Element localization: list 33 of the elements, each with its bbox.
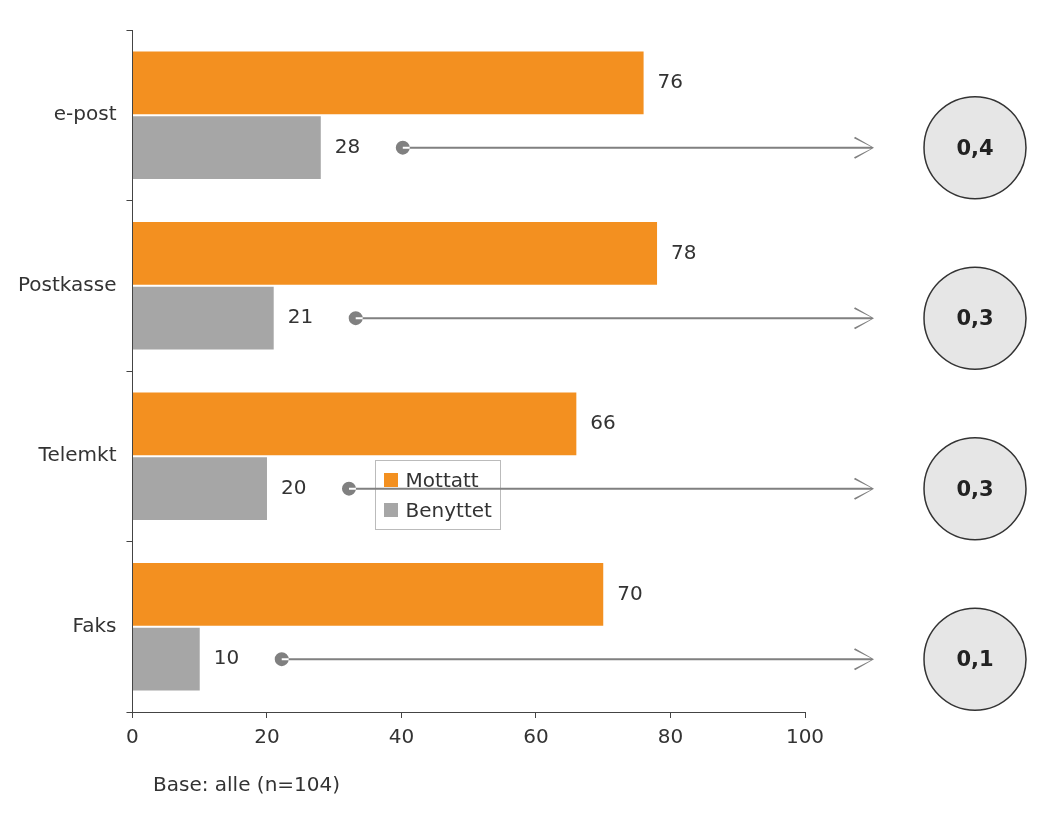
text: 0,3 (956, 476, 994, 501)
bar (132, 286, 274, 350)
text: 0,4 (956, 135, 994, 160)
x-tick-label: 60 (523, 724, 549, 749)
y-tick-label: Postkasse (17, 271, 117, 296)
x-tick-label: 40 (388, 724, 415, 749)
bar (132, 221, 658, 285)
data-label: 66 (590, 410, 616, 435)
bar (132, 51, 644, 115)
text: 0,1 (956, 647, 994, 672)
bar (132, 627, 200, 691)
data-label: 20 (280, 474, 307, 499)
data-label: 78 (671, 239, 697, 264)
y-tick-label: e-post (53, 101, 117, 126)
data-label: 76 (657, 69, 684, 94)
y-tick-label: Faks (72, 612, 117, 637)
bar (132, 562, 604, 626)
text: 0,3 (956, 306, 994, 331)
x-tick-label: 0 (126, 724, 139, 749)
x-tick-label: 80 (657, 724, 684, 749)
bar (132, 457, 267, 521)
data-label: 10 (213, 645, 240, 670)
x-tick-label: 100 (785, 724, 825, 749)
y-tick-label: Telemkt (37, 442, 117, 467)
legend-label: Mottatt (405, 466, 479, 494)
x-tick-label: 20 (254, 724, 280, 749)
data-label: 28 (334, 133, 361, 158)
data-label: 70 (617, 580, 643, 605)
data-label: 21 (287, 304, 314, 329)
bar (132, 392, 577, 456)
legend-label: Benyttet (405, 496, 492, 524)
bar (132, 116, 321, 180)
text: Base: alle (n=104) (153, 772, 342, 796)
